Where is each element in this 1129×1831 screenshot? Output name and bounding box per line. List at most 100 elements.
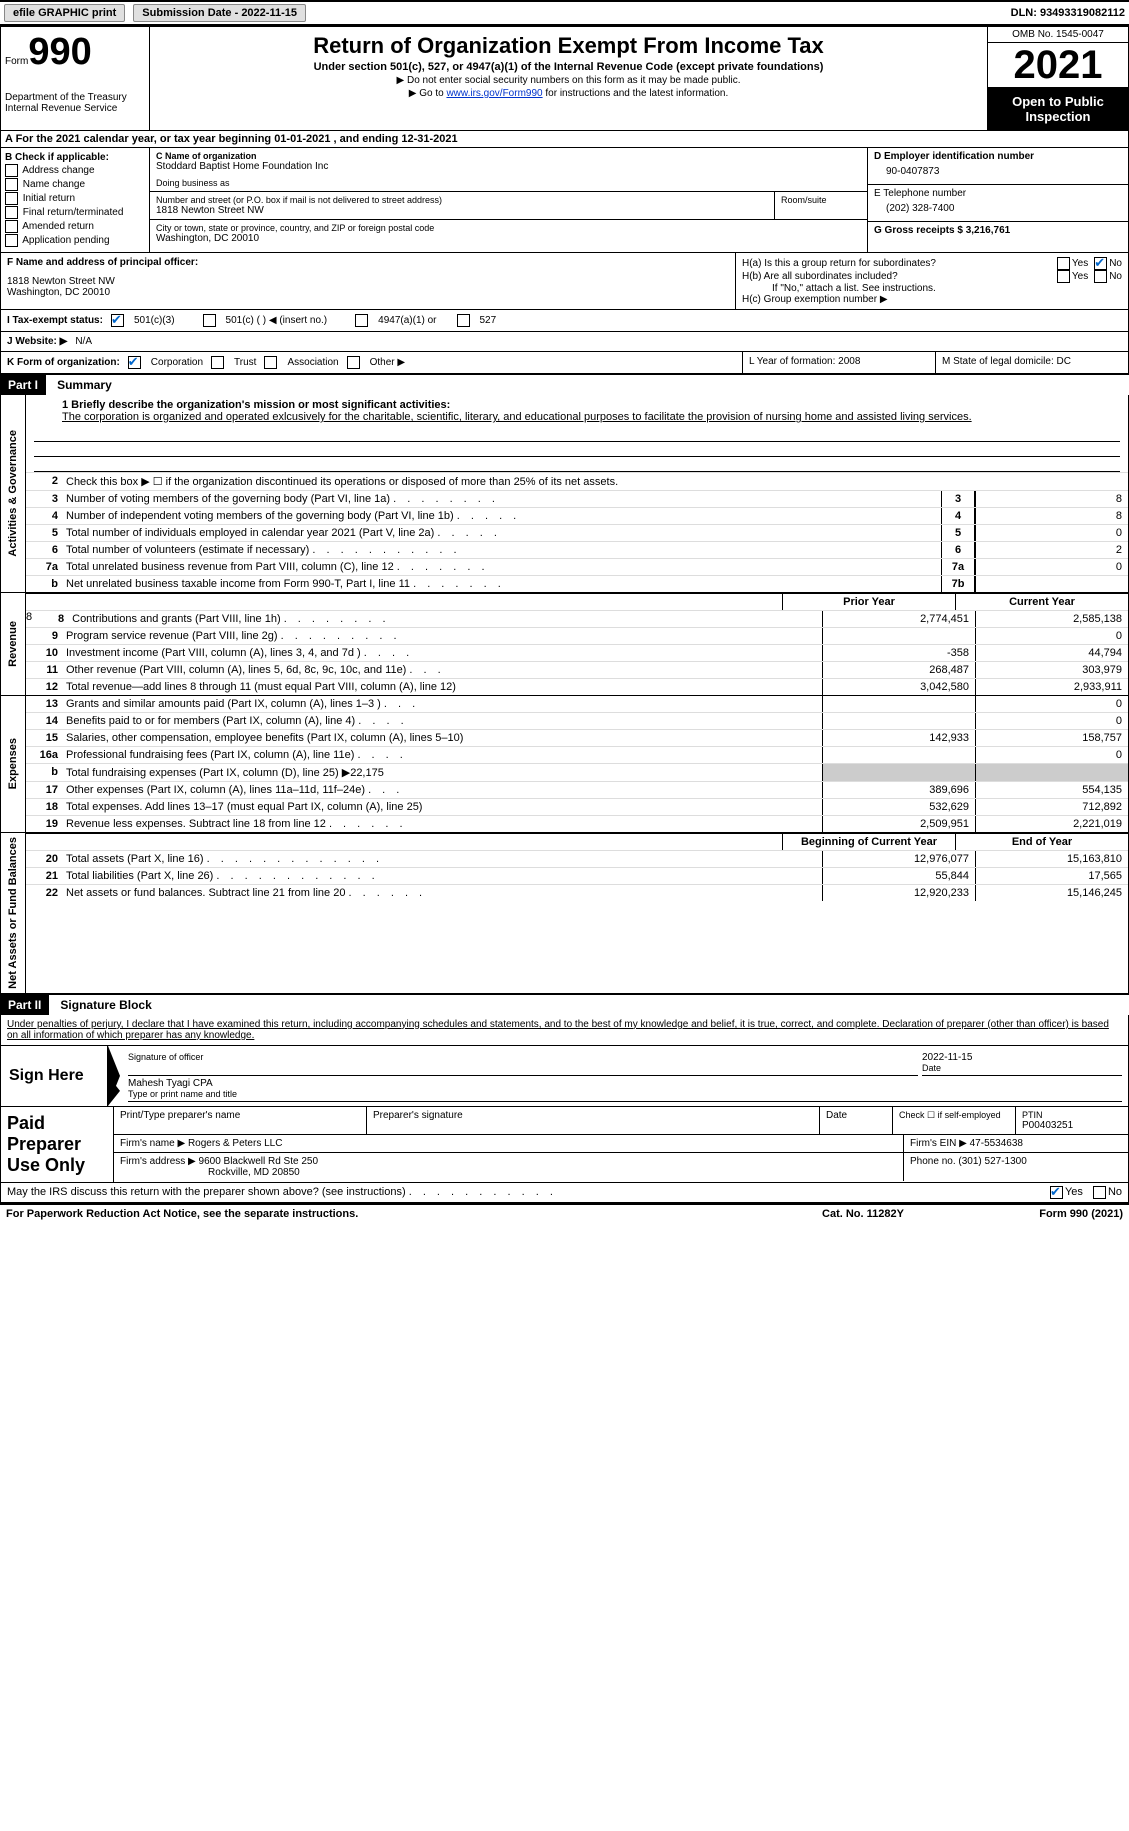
cb-amended[interactable]: Amended return: [5, 220, 145, 233]
k-other[interactable]: [347, 356, 360, 369]
v6: 2: [975, 542, 1128, 558]
v4: 8: [975, 508, 1128, 524]
discuss-row: May the IRS discuss this return with the…: [0, 1183, 1129, 1203]
d-label: D Employer identification number: [874, 151, 1122, 162]
v18p: 532,629: [822, 799, 975, 815]
v12c: 2,933,911: [975, 679, 1128, 695]
cb-name[interactable]: Name change: [5, 178, 145, 191]
v9p: [822, 628, 975, 644]
line15: Salaries, other compensation, employee b…: [62, 730, 822, 746]
discuss-yes[interactable]: [1050, 1186, 1063, 1199]
i-501c[interactable]: [203, 314, 216, 327]
firm-name-label: Firm's name ▶: [120, 1138, 185, 1149]
v10p: -358: [822, 645, 975, 661]
street-value: 1818 Newton Street NW: [156, 205, 768, 216]
i-4947[interactable]: [355, 314, 368, 327]
prep-sig-label: Preparer's signature: [367, 1107, 820, 1134]
v21p: 55,844: [822, 868, 975, 884]
hb-no[interactable]: [1094, 270, 1107, 283]
ruled-line: [34, 457, 1120, 472]
section-expenses: Expenses 13Grants and similar amounts pa…: [0, 696, 1129, 833]
v10c: 44,794: [975, 645, 1128, 661]
submission-date-button[interactable]: Submission Date - 2022-11-15: [133, 4, 306, 22]
line16a: Professional fundraising fees (Part IX, …: [62, 747, 822, 763]
ha-no[interactable]: [1094, 257, 1107, 270]
ptin-value: P00403251: [1022, 1120, 1122, 1131]
col-c: C Name of organization Stoddard Baptist …: [150, 148, 867, 252]
section-governance: Activities & Governance 1 Briefly descri…: [0, 395, 1129, 593]
part2-title: Signature Block: [52, 995, 159, 1015]
i-label: I Tax-exempt status:: [7, 315, 103, 326]
side-gov: Activities & Governance: [1, 395, 26, 592]
cb-initial[interactable]: Initial return: [5, 192, 145, 205]
line19: Revenue less expenses. Subtract line 18 …: [62, 816, 822, 832]
k-corp[interactable]: [128, 356, 141, 369]
v7b: [975, 576, 1128, 592]
street-label: Number and street (or P.O. box if mail i…: [156, 195, 768, 205]
dept-label: Department of the Treasury: [5, 92, 145, 103]
mission-text: The corporation is organized and operate…: [62, 411, 1120, 423]
v15c: 158,757: [975, 730, 1128, 746]
row-i: I Tax-exempt status: 501(c)(3) 501(c) ( …: [0, 310, 1129, 332]
room-label: Room/suite: [781, 195, 861, 205]
note2-post: for instructions and the latest informat…: [543, 88, 729, 99]
ein-value: 90-0407873: [874, 162, 1122, 181]
date-label: Date: [922, 1063, 1122, 1073]
v22c: 15,146,245: [975, 885, 1128, 901]
k-assoc[interactable]: [264, 356, 277, 369]
v14c: 0: [975, 713, 1128, 729]
hb-yes[interactable]: [1057, 270, 1070, 283]
firm-phone: (301) 527-1300: [958, 1156, 1026, 1167]
firm-addr1: 9600 Blackwell Rd Ste 250: [199, 1156, 319, 1167]
efile-print-button[interactable]: efile GRAPHIC print: [4, 4, 125, 22]
dln-label: DLN: 93493319082112: [1011, 7, 1125, 19]
ha-yes[interactable]: [1057, 257, 1070, 270]
toolbar: efile GRAPHIC print Submission Date - 20…: [0, 0, 1129, 26]
prep-name-label: Print/Type preparer's name: [114, 1107, 367, 1134]
section-revenue: Revenue Prior YearCurrent Year 88Contrib…: [0, 593, 1129, 696]
cb-address[interactable]: Address change: [5, 164, 145, 177]
cb-pending[interactable]: Application pending: [5, 234, 145, 247]
ptin-label: PTIN: [1022, 1110, 1122, 1120]
col-b: B Check if applicable: Address change Na…: [1, 148, 150, 252]
sig-date: 2022-11-15: [922, 1052, 1122, 1063]
v18c: 712,892: [975, 799, 1128, 815]
ruled-line: [34, 442, 1120, 457]
phone-value: (202) 328-7400: [874, 199, 1122, 218]
irs-link[interactable]: www.irs.gov/Form990: [446, 88, 542, 99]
sig-name: Mahesh Tyagi CPA: [128, 1078, 1122, 1089]
j-label: J Website: ▶: [7, 336, 67, 347]
side-exp: Expenses: [1, 696, 26, 832]
v14p: [822, 713, 975, 729]
f-line1: 1818 Newton Street NW: [7, 276, 729, 287]
prep-check[interactable]: Check ☐ if self-employed: [893, 1107, 1016, 1134]
discuss-no[interactable]: [1093, 1186, 1106, 1199]
hc-label: H(c) Group exemption number ▶: [742, 294, 1122, 305]
v15p: 142,933: [822, 730, 975, 746]
line3: Number of voting members of the governin…: [62, 491, 941, 507]
v19p: 2,509,951: [822, 816, 975, 832]
line7a: Total unrelated business revenue from Pa…: [62, 559, 941, 575]
i-527[interactable]: [457, 314, 470, 327]
line14: Benefits paid to or for members (Part IX…: [62, 713, 822, 729]
section-netassets: Net Assets or Fund Balances Beginning of…: [0, 833, 1129, 994]
preparer-block: Paid Preparer Use Only Print/Type prepar…: [0, 1107, 1129, 1183]
sig-officer-label: Signature of officer: [128, 1052, 918, 1062]
v3: 8: [975, 491, 1128, 507]
note2-pre: ▶ Go to: [409, 88, 447, 99]
form-subtitle: Under section 501(c), 527, or 4947(a)(1)…: [156, 61, 981, 73]
form-title: Return of Organization Exempt From Incom…: [156, 33, 981, 59]
i-501c3[interactable]: [111, 314, 124, 327]
form-number: 990: [28, 31, 91, 73]
k-trust[interactable]: [211, 356, 224, 369]
tax-year: 2021: [988, 43, 1128, 88]
line5: Total number of individuals employed in …: [62, 525, 941, 541]
v16bc: [975, 764, 1128, 781]
city-label: City or town, state or province, country…: [156, 223, 861, 233]
line8: Contributions and grants (Part VIII, lin…: [68, 611, 822, 627]
ein-label: Firm's EIN ▶: [910, 1138, 967, 1149]
cb-final[interactable]: Final return/terminated: [5, 206, 145, 219]
firm-ein: 47-5534638: [970, 1138, 1023, 1149]
line9: Program service revenue (Part VIII, line…: [62, 628, 822, 644]
v16bp: [822, 764, 975, 781]
